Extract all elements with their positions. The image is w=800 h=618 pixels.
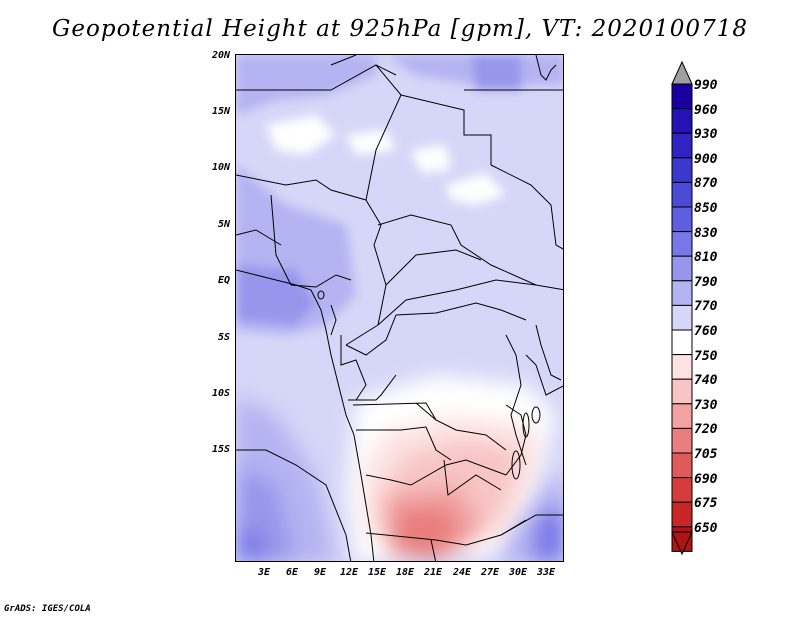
colorbar-level-label: 720	[694, 422, 718, 438]
lon-label-18e: 18E	[395, 567, 415, 578]
colorbar-swatch	[671, 280, 693, 306]
lon-label-30e: 30E	[508, 567, 528, 578]
colorbar-level-label: 770	[694, 299, 718, 315]
colorbar-swatch	[671, 304, 693, 331]
lat-label-15s: 15S	[211, 444, 230, 455]
colorbar-top-arrow	[671, 60, 693, 85]
lat-label-5n: 5N	[217, 219, 230, 230]
lat-label-15n: 15N	[211, 106, 230, 117]
field-760-patch	[446, 173, 506, 205]
colorbar-swatch	[671, 206, 693, 233]
footer-credit: GrADS: IGES/COLA	[4, 604, 91, 614]
lat-label-10n: 10N	[211, 162, 230, 173]
lon-label-9e: 9E	[313, 567, 327, 578]
coastline	[236, 55, 562, 561]
map-panel	[235, 54, 564, 562]
colorbar-level-label: 990	[694, 78, 718, 93]
lon-label-3e: 3E	[257, 567, 271, 578]
colorbar-swatch	[671, 427, 693, 454]
colorbar-level-label: 740	[694, 373, 718, 389]
colorbar-level-label: 705	[694, 447, 718, 462]
colorbar-swatch	[671, 477, 693, 503]
colorbar-level-label: 760	[694, 324, 718, 339]
field-760-patch	[266, 115, 336, 155]
colorbar-level-label: 690	[694, 471, 718, 487]
lon-label-12e: 12E	[339, 567, 359, 578]
colorbar-swatch	[671, 181, 693, 208]
colorbar-swatch	[671, 354, 693, 380]
field-720	[396, 505, 461, 560]
colorbar-level-label: 850	[694, 201, 718, 216]
colorbar-swatch	[671, 378, 693, 405]
field-760-patch	[346, 130, 396, 155]
colorbar	[671, 60, 693, 556]
lon-label-24e: 24E	[452, 567, 472, 578]
colorbar-level-label: 830	[694, 225, 718, 241]
colorbar-swatch	[671, 157, 693, 183]
colorbar-swatch	[671, 83, 693, 110]
lon-label-27e: 27E	[480, 567, 500, 578]
colorbar-level-label: 960	[694, 102, 718, 118]
colorbar-swatch	[671, 403, 693, 429]
colorbar-swatch	[671, 108, 693, 134]
colorbar-swatch	[671, 501, 693, 528]
field-810-west	[236, 295, 276, 317]
colorbar-swatch	[671, 452, 693, 479]
colorbar-level-label: 900	[694, 151, 718, 167]
lon-label-15e: 15E	[367, 567, 387, 578]
map-field	[236, 55, 563, 561]
lat-label-20n: 20N	[211, 50, 230, 61]
chart-title: Geopotential Height at 925hPa [gpm], VT:…	[52, 16, 748, 42]
country-borders	[236, 55, 563, 561]
field-810-north-east	[472, 55, 521, 90]
lon-label-33e: 33E	[536, 567, 556, 578]
field-830-southwest	[236, 525, 266, 561]
colorbar-level-label: 870	[694, 176, 718, 192]
colorbar-level-label: 650	[694, 520, 718, 536]
field-790-north-west	[236, 55, 376, 115]
lon-label-6e: 6E	[285, 567, 299, 578]
lat-label-eq: EQ	[217, 275, 230, 286]
colorbar-level-label: 675	[694, 496, 718, 512]
colorbar-level-label: 790	[694, 274, 718, 290]
colorbar-swatch	[671, 132, 693, 159]
colorbar-level-label: 930	[694, 127, 718, 143]
colorbar-level-label: 810	[694, 250, 718, 266]
lon-label-21e: 21E	[423, 567, 443, 578]
colorbar-swatch	[671, 255, 693, 282]
lat-label-10s: 10S	[211, 388, 230, 399]
colorbar-bottom-arrow	[671, 531, 693, 556]
colorbar-level-label: 730	[694, 397, 718, 413]
lakes	[317, 290, 541, 480]
lat-label-5s: 5S	[217, 332, 230, 343]
colorbar-swatch	[671, 231, 693, 257]
colorbar-swatch	[671, 329, 693, 356]
field-760-patch	[411, 145, 451, 173]
field-830-southeast	[531, 505, 563, 561]
colorbar-level-label: 750	[694, 348, 718, 364]
